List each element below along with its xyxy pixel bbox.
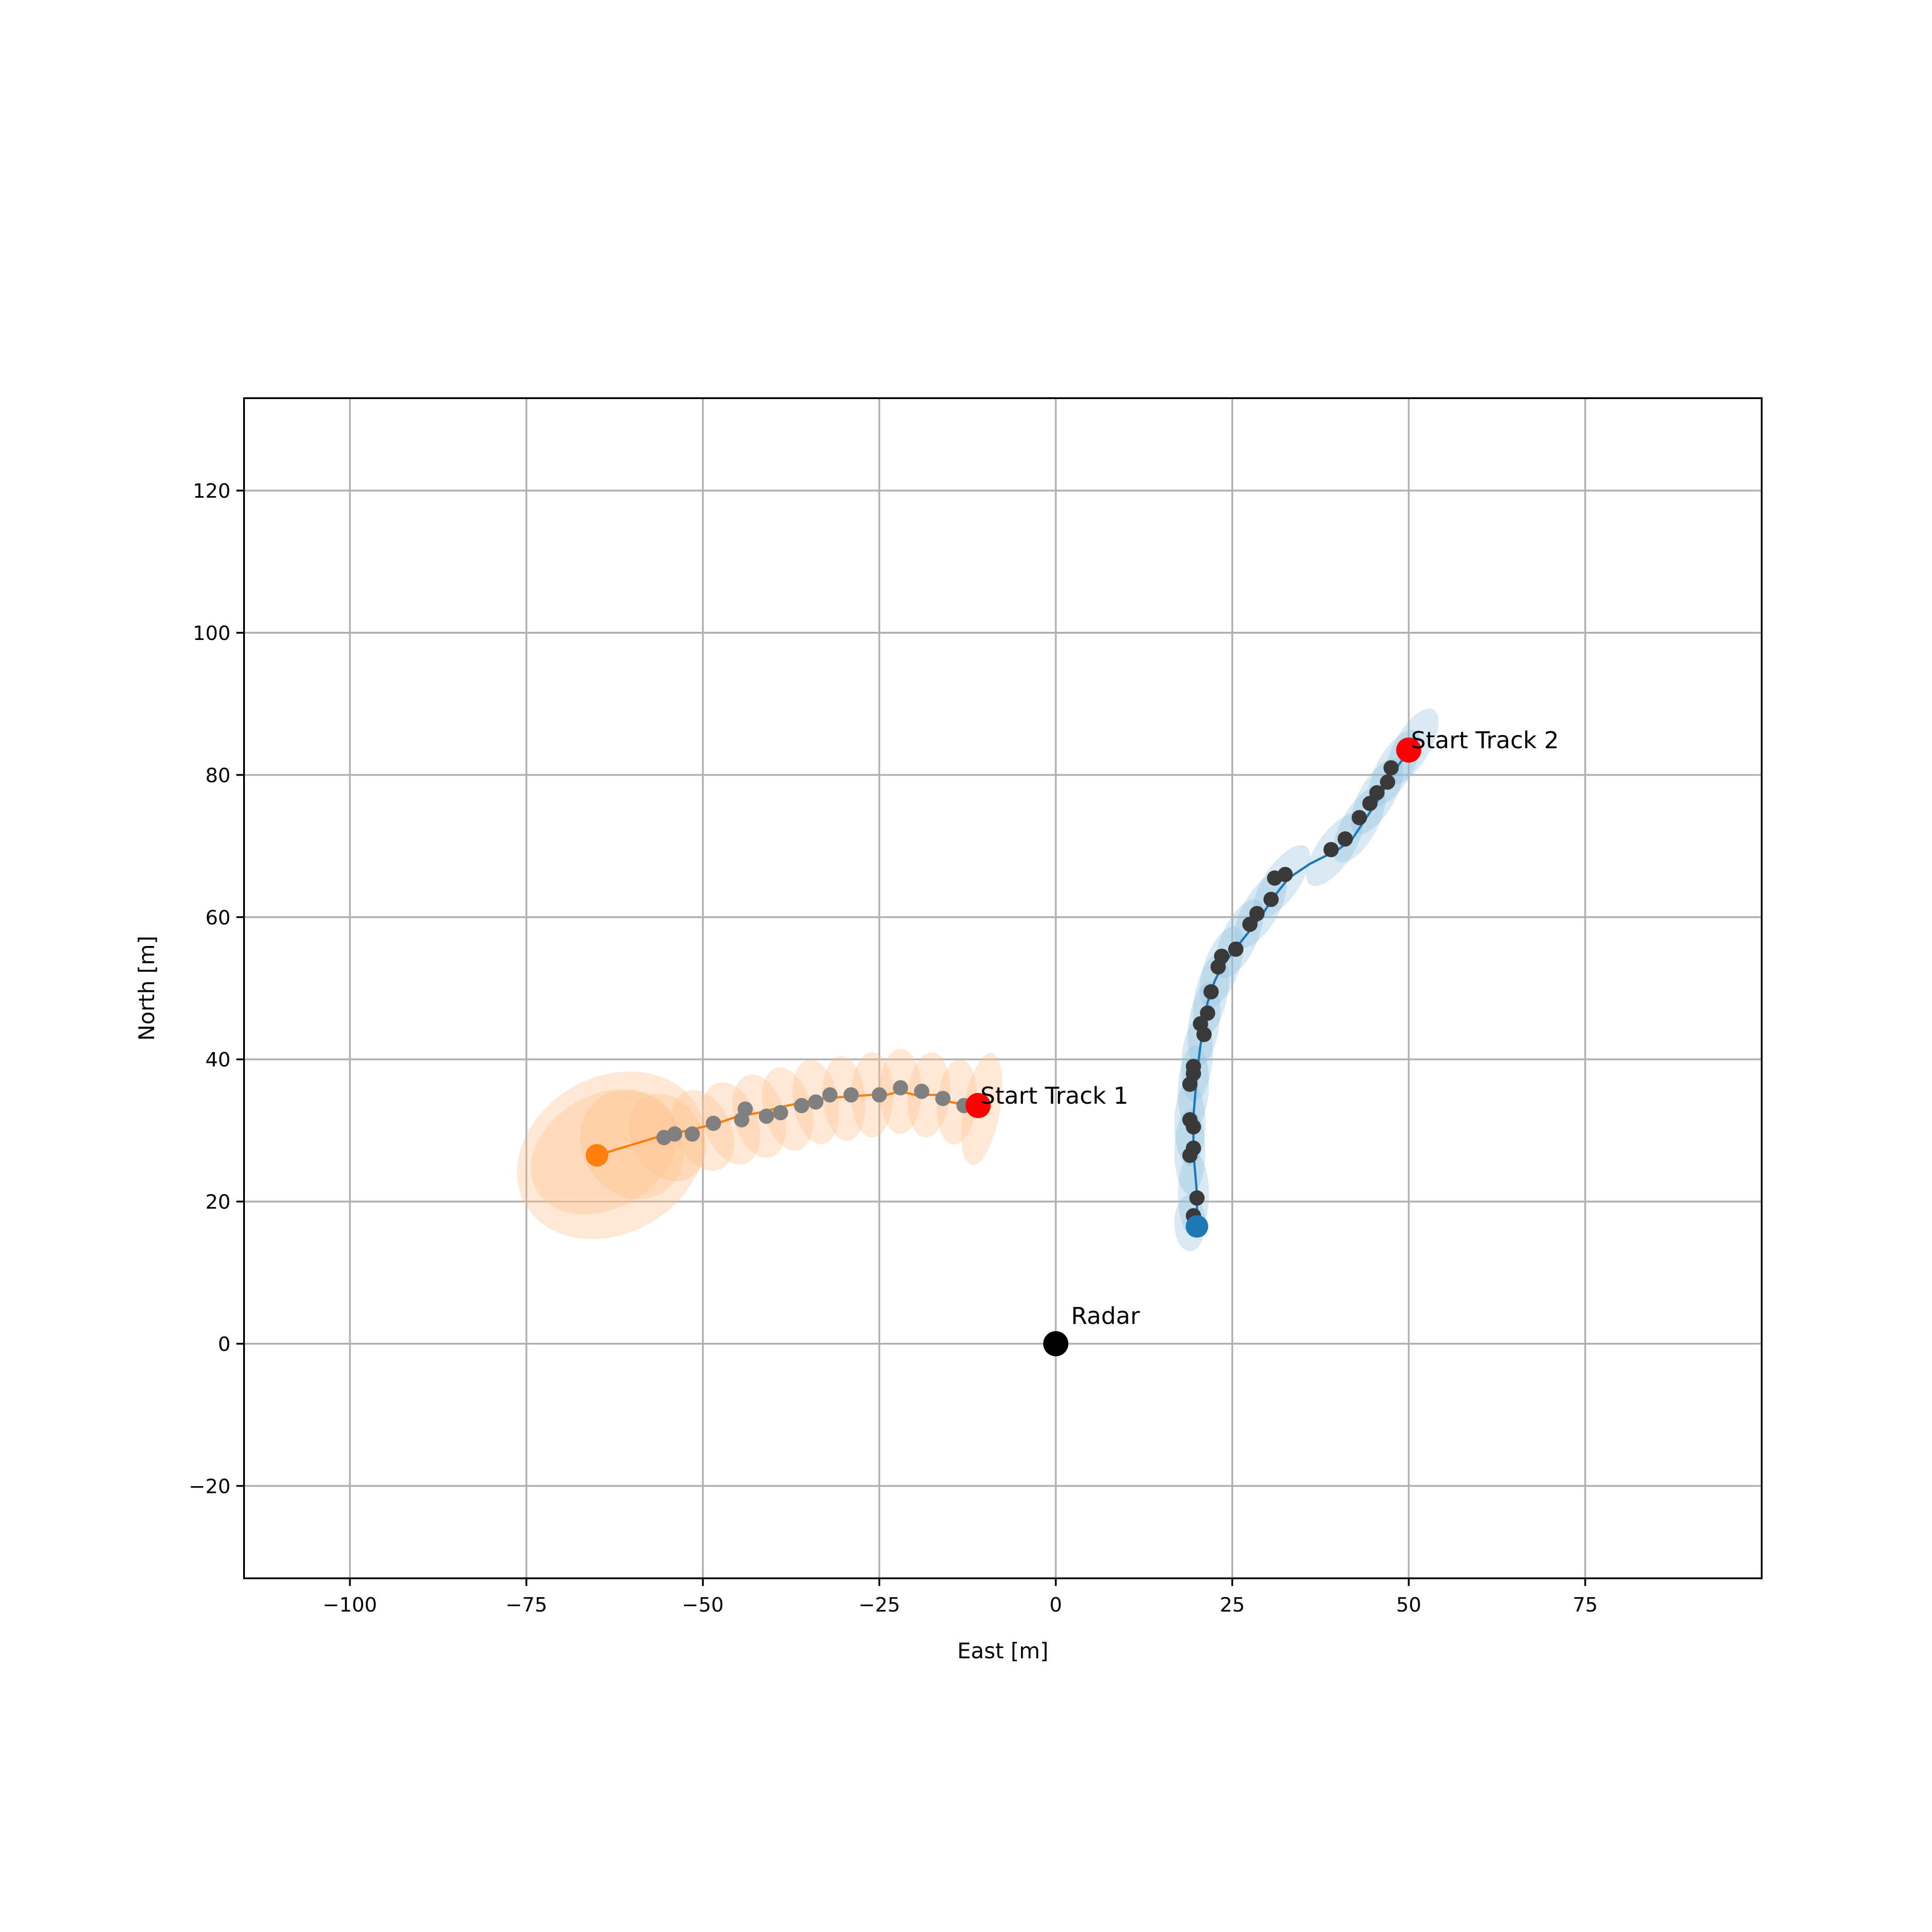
measurement-point (794, 1098, 809, 1114)
x-tick-label: 75 (1572, 1594, 1598, 1617)
plot-frame (243, 397, 1763, 1579)
measurement-point (893, 1080, 908, 1096)
measurement-point (734, 1112, 750, 1128)
y-tick-label: 40 (205, 1048, 231, 1071)
track-end-point-1 (586, 1144, 608, 1167)
measurement-point (1186, 1119, 1201, 1135)
y-tick-label: 0 (218, 1333, 231, 1356)
x-tick-label: −50 (682, 1594, 724, 1617)
measurement-point (843, 1087, 859, 1103)
measurement-point (1189, 1190, 1205, 1206)
annotation-layer: Start Track 1 Start Track 2 Radar (981, 727, 1559, 1330)
track-end-point-2 (1186, 1215, 1208, 1238)
covariance-ellipse (762, 1067, 813, 1151)
measurement-point (914, 1084, 929, 1099)
x-tick-label: 0 (1049, 1594, 1062, 1617)
measurement-point (1228, 941, 1244, 957)
covariance-ellipse (937, 1059, 977, 1145)
x-axis-label: East [m] (957, 1639, 1048, 1664)
measurement-point (1242, 916, 1258, 932)
measurement-point (822, 1087, 838, 1103)
y-tick-label: 20 (205, 1191, 231, 1214)
x-tick-label: −75 (506, 1594, 547, 1617)
y-tick-label: −20 (189, 1475, 231, 1498)
measurement-point (684, 1126, 700, 1142)
measurement-point (1267, 870, 1283, 886)
x-tick-label: 50 (1396, 1594, 1421, 1617)
x-tick-label: 25 (1220, 1594, 1245, 1617)
measurement-point (1210, 959, 1226, 975)
annotation-label: Start Track 1 (981, 1083, 1128, 1110)
annotation-label: Radar (1071, 1303, 1140, 1330)
measurement-point (1203, 984, 1219, 999)
measurement-point (808, 1094, 824, 1110)
measurement-point (1380, 774, 1395, 790)
measurement-point (1351, 810, 1367, 826)
grid-layer (244, 398, 1762, 1578)
measurement-point (1383, 760, 1399, 776)
measurement-point (759, 1108, 774, 1124)
measurement-point (1362, 795, 1378, 811)
y-tick-label: 100 (193, 622, 231, 645)
covariance-ellipse (671, 1090, 734, 1171)
track-line-1 (596, 1090, 972, 1157)
y-tick-label: 60 (205, 906, 231, 929)
measurement-point (1196, 1026, 1212, 1042)
measurement-point (1182, 1147, 1198, 1163)
x-tick-label: −25 (858, 1594, 900, 1617)
radar-point (1043, 1331, 1069, 1356)
track-start-point-1 (965, 1093, 991, 1119)
x-tick-label: −100 (323, 1594, 377, 1617)
y-axis-label: North [m] (134, 936, 160, 1041)
measurement-point (1337, 831, 1353, 847)
y-tick-label: 80 (205, 764, 231, 787)
measurement-point (871, 1087, 887, 1103)
covariance-ellipse (822, 1056, 866, 1141)
measurement-point (1323, 842, 1339, 857)
y-tick-label: 120 (193, 480, 231, 503)
measurement-point (656, 1130, 672, 1146)
track-start-point-2 (1396, 737, 1421, 763)
measurement-point (706, 1115, 721, 1131)
annotation-label: Start Track 2 (1411, 727, 1559, 754)
tick-layer: −100 −75 −50 −25 0 25 50 75 −20 0 20 40 60 80 100 120 (189, 480, 1598, 1617)
measurement-point (1182, 1076, 1198, 1092)
measurement-point (1263, 892, 1279, 907)
point-layer (586, 737, 1421, 1356)
measurement-point (773, 1105, 788, 1120)
measurement-point (935, 1091, 950, 1106)
covariance-ellipse (517, 1071, 706, 1239)
